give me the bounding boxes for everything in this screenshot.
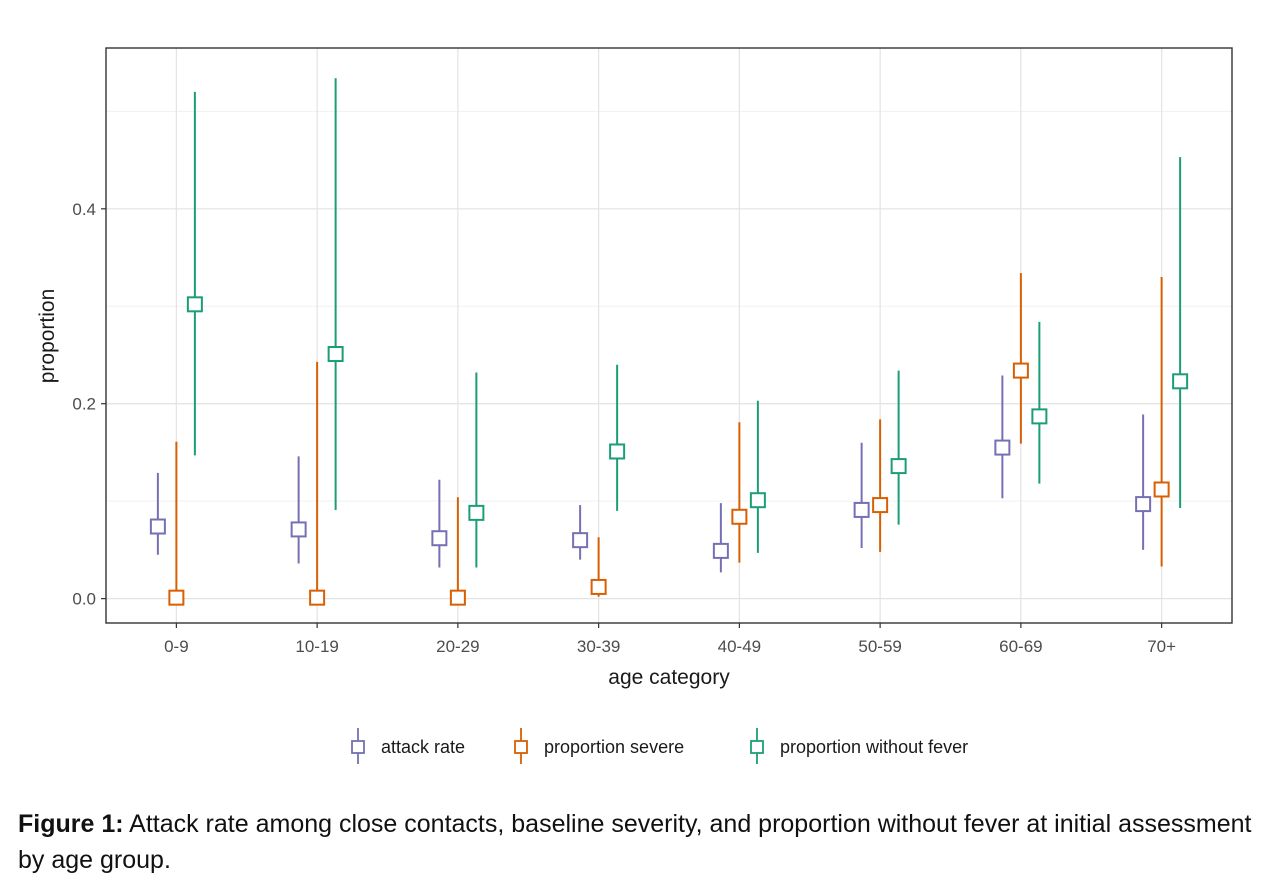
x-tick-label: 10-19	[295, 637, 338, 656]
panel-border	[105, 47, 1233, 624]
x-tick-label: 40-49	[718, 637, 761, 656]
data-point	[431, 530, 448, 547]
data-point	[572, 532, 589, 549]
data-point	[1031, 408, 1048, 425]
x-tick-label: 0-9	[164, 637, 189, 656]
x-tick-label: 20-29	[436, 637, 479, 656]
x-tick-label: 30-39	[577, 637, 620, 656]
data-point	[1153, 481, 1170, 498]
data-point	[853, 501, 870, 518]
data-point	[449, 589, 466, 606]
x-tick-label: 70+	[1147, 637, 1176, 656]
x-axis-title: age category	[608, 666, 730, 689]
data-point	[609, 443, 626, 460]
data-point	[1012, 362, 1029, 379]
data-point	[731, 508, 748, 525]
legend-label: attack rate	[381, 737, 465, 757]
data-point	[149, 518, 166, 535]
y-axis-title: proportion	[36, 289, 59, 384]
caption-label: Figure 1:	[18, 810, 124, 838]
legend-label: proportion severe	[544, 737, 684, 757]
legend-key-square	[750, 740, 764, 754]
data-point	[168, 589, 185, 606]
y-tick-label: 0.0	[72, 590, 96, 609]
legend: attack rate proportion severe proportion w…	[351, 728, 968, 764]
chart-marks	[149, 78, 1189, 606]
series-proportion-severe	[168, 273, 1170, 606]
data-point	[468, 504, 485, 521]
y-axis: 0.0 0.2 0.4	[72, 200, 106, 609]
data-point	[1172, 373, 1189, 390]
x-tick-label: 50-59	[858, 637, 901, 656]
series-proportion-without-fever	[186, 78, 1189, 568]
data-point	[872, 497, 889, 514]
x-axis: 0-9 10-19 20-29 30-39 40-49 50-59 60-69 70+	[164, 623, 1176, 656]
series-attack-rate	[149, 375, 1152, 573]
legend-key-square	[351, 740, 365, 754]
legend-key-square	[514, 740, 528, 754]
grid	[106, 48, 1232, 623]
caption-text: Attack rate among close contacts, baseli…	[18, 810, 1252, 874]
y-tick-label: 0.4	[72, 200, 96, 219]
legend-label: proportion without fever	[780, 737, 968, 757]
data-point	[186, 296, 203, 313]
y-tick-label: 0.2	[72, 395, 96, 414]
data-point	[590, 578, 607, 595]
data-point	[309, 589, 326, 606]
data-point	[712, 542, 729, 559]
x-tick-label: 60-69	[999, 637, 1042, 656]
data-point	[327, 346, 344, 363]
chart: 0-9 10-19 20-29 30-39 40-49 50-59 60-69 70+ 0.0…	[36, 47, 1233, 764]
data-point	[890, 458, 907, 475]
figure-caption: Figure 1: Attack rate among close contac…	[18, 806, 1258, 878]
data-point	[290, 521, 307, 538]
data-point	[749, 492, 766, 509]
data-point	[1135, 496, 1152, 513]
data-point	[994, 439, 1011, 456]
